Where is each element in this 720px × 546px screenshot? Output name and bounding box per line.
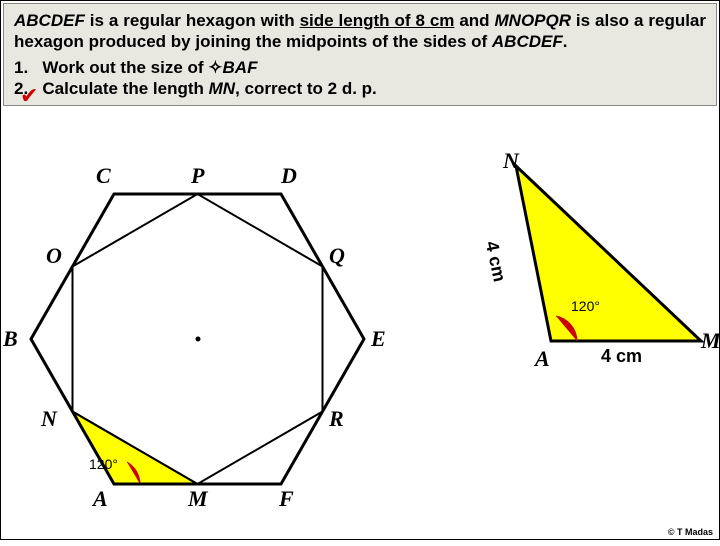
label-f: F bbox=[279, 486, 294, 512]
label-b: B bbox=[3, 326, 18, 352]
label-a: A bbox=[93, 486, 108, 512]
problem-statement: ABCDEF is a regular hexagon with side le… bbox=[14, 10, 706, 53]
t: MNOPQR bbox=[495, 11, 572, 30]
label-q: Q bbox=[329, 243, 345, 269]
label-e: E bbox=[371, 326, 386, 352]
question-2: 2. Calculate the length MN, correct to 2… bbox=[14, 78, 706, 99]
t: side length of 8 cm bbox=[300, 11, 455, 30]
triangle-svg bbox=[431, 156, 720, 376]
angle-120-hex: 120° bbox=[89, 456, 118, 472]
label-d: D bbox=[281, 163, 297, 189]
question-1: 1. Work out the size of ✧BAF bbox=[14, 57, 706, 78]
label-n2: N bbox=[503, 148, 519, 174]
triangle-big bbox=[516, 166, 701, 341]
label-p: P bbox=[191, 163, 204, 189]
center-dot bbox=[196, 337, 201, 342]
hexagon-diagram: B C D E F A O P Q R M N 120° bbox=[1, 151, 401, 541]
t: is a regular hexagon with bbox=[85, 11, 300, 30]
checkmark-icon: ✔ bbox=[20, 83, 38, 109]
t: . bbox=[563, 32, 568, 51]
t: and bbox=[454, 11, 494, 30]
hexagon-svg bbox=[1, 151, 401, 541]
label-m: M bbox=[188, 486, 208, 512]
t: Work out the size of bbox=[42, 58, 208, 77]
label-c: C bbox=[96, 163, 111, 189]
t: Calculate the length bbox=[42, 79, 208, 98]
q1-num: 1. bbox=[14, 58, 28, 77]
problem-box: ABCDEF is a regular hexagon with side le… bbox=[3, 3, 717, 106]
label-o: O bbox=[46, 243, 62, 269]
t: ABCDEF bbox=[14, 11, 85, 30]
angle-120-tri: 120° bbox=[571, 298, 600, 314]
dim-am: 4 cm bbox=[601, 346, 642, 367]
label-r: R bbox=[329, 406, 344, 432]
t: BAF bbox=[223, 58, 258, 77]
t: MN bbox=[209, 79, 235, 98]
label-m2: M bbox=[701, 328, 720, 354]
angle-sym: ✧ bbox=[208, 58, 222, 77]
label-a2: A bbox=[535, 346, 550, 372]
label-n: N bbox=[41, 406, 57, 432]
t: , correct to 2 d. p. bbox=[235, 79, 377, 98]
copyright: © T Madas bbox=[668, 527, 713, 537]
triangle-diagram: N A M 4 cm 4 cm 120° bbox=[431, 156, 720, 376]
t: ABCDEF bbox=[492, 32, 563, 51]
